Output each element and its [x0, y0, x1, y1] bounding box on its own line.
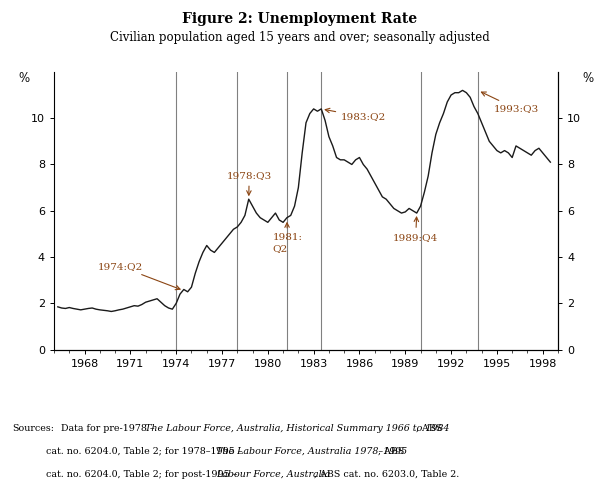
Text: cat. no. 6204.0, Table 2; for post-1995 –: cat. no. 6204.0, Table 2; for post-1995 …	[46, 470, 241, 479]
Text: Figure 2: Unemployment Rate: Figure 2: Unemployment Rate	[182, 12, 418, 26]
Text: Sources:: Sources:	[12, 424, 54, 433]
Text: , ABS: , ABS	[416, 424, 443, 433]
Text: 1983:Q2: 1983:Q2	[325, 108, 386, 122]
Text: Civilian population aged 15 years and over; seasonally adjusted: Civilian population aged 15 years and ov…	[110, 31, 490, 44]
Text: 1989:Q4: 1989:Q4	[393, 217, 439, 242]
Text: , ABS: , ABS	[378, 447, 404, 456]
Text: , ABS cat. no. 6203.0, Table 2.: , ABS cat. no. 6203.0, Table 2.	[314, 470, 459, 479]
Text: The Labour Force, Australia, Historical Summary 1966 to 1984: The Labour Force, Australia, Historical …	[145, 424, 449, 433]
Text: 1978:Q3: 1978:Q3	[227, 171, 272, 195]
Text: 1993:Q3: 1993:Q3	[481, 92, 539, 114]
Text: cat. no. 6204.0, Table 2; for 1978–1995 –: cat. no. 6204.0, Table 2; for 1978–1995 …	[46, 447, 246, 456]
Text: 1974:Q2: 1974:Q2	[97, 262, 180, 290]
Text: %: %	[583, 72, 594, 85]
Text: 1981:
Q2: 1981: Q2	[272, 223, 302, 253]
Text: The Labour Force, Australia 1978–1995: The Labour Force, Australia 1978–1995	[216, 447, 407, 456]
Text: Labour Force, Australia: Labour Force, Australia	[216, 470, 330, 479]
Text: Data for pre-1978 –: Data for pre-1978 –	[58, 424, 158, 433]
Text: %: %	[18, 72, 29, 85]
